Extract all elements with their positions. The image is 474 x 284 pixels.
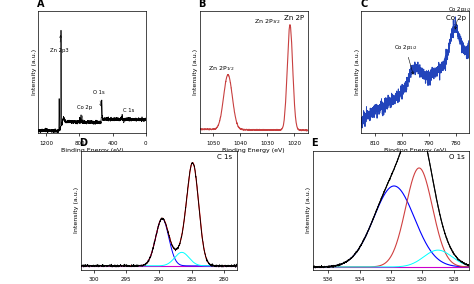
Text: Co 2p: Co 2p: [446, 15, 466, 21]
X-axis label: Binding Energy (eV): Binding Energy (eV): [222, 147, 285, 153]
Text: B: B: [199, 0, 206, 9]
X-axis label: Binding Energy (eV): Binding Energy (eV): [384, 147, 447, 153]
Y-axis label: Intensity (a.u.): Intensity (a.u.): [193, 49, 198, 95]
Text: Co 2p$_{1/2}$: Co 2p$_{1/2}$: [394, 43, 418, 74]
Text: A: A: [37, 0, 45, 9]
Text: Co 2p$_{3/2}$: Co 2p$_{3/2}$: [447, 6, 471, 29]
X-axis label: Binding Energy (eV): Binding Energy (eV): [61, 147, 123, 153]
Text: C 1s: C 1s: [123, 108, 134, 123]
Text: Zn 2p3: Zn 2p3: [50, 36, 69, 53]
Y-axis label: Intensity (a.u.): Intensity (a.u.): [355, 49, 360, 95]
Text: Zn 2P$_{1/2}$: Zn 2P$_{1/2}$: [208, 65, 235, 73]
Text: O 1s: O 1s: [92, 90, 104, 106]
Y-axis label: Intensity (a.u.): Intensity (a.u.): [32, 49, 36, 95]
Text: D: D: [79, 138, 87, 148]
Text: Zn 2P$_{3/2}$: Zn 2P$_{3/2}$: [255, 18, 281, 26]
Y-axis label: Intensity (a.u.): Intensity (a.u.): [74, 187, 79, 233]
Text: O 1s: O 1s: [449, 154, 465, 160]
Text: Co 2p: Co 2p: [77, 105, 92, 121]
Text: C 1s: C 1s: [218, 154, 233, 160]
Y-axis label: Intensity (a.u.): Intensity (a.u.): [306, 187, 311, 233]
Text: E: E: [311, 138, 318, 148]
Text: C: C: [360, 0, 368, 9]
Text: Zn 2P: Zn 2P: [284, 15, 304, 21]
